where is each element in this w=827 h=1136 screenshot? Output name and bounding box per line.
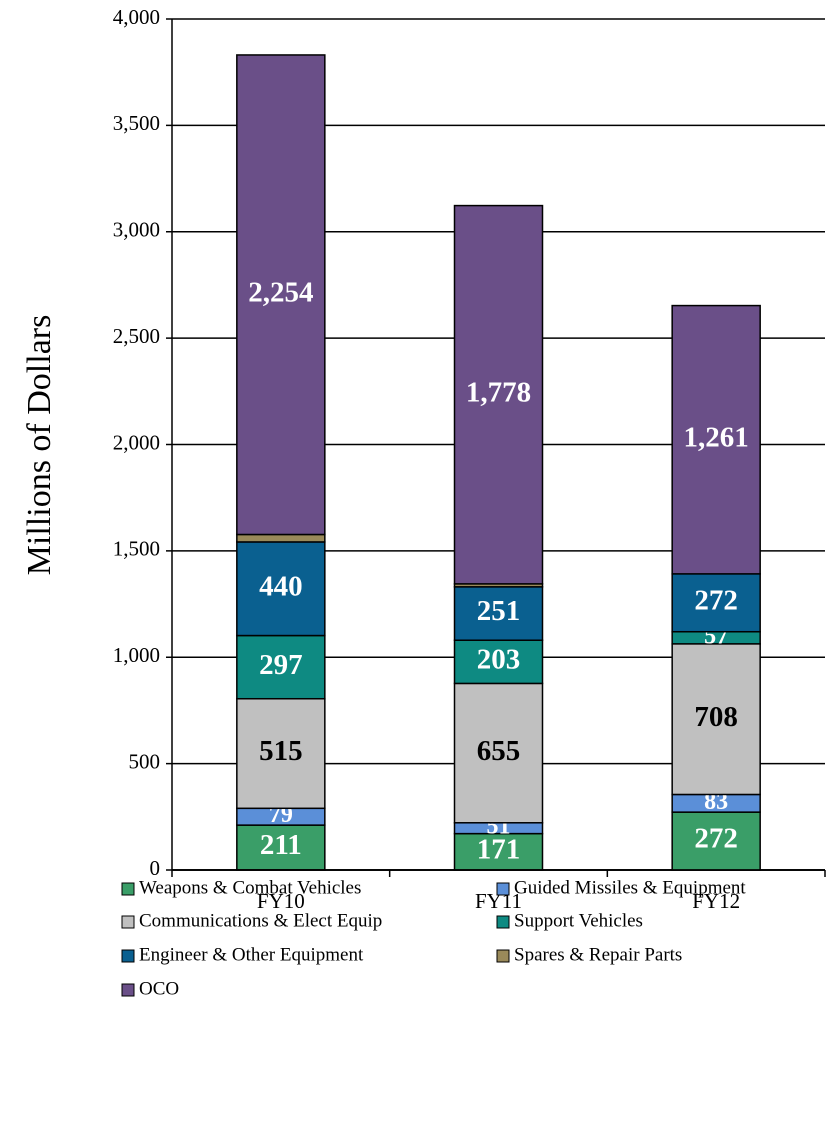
legend-swatch <box>121 983 135 997</box>
legend-swatch <box>496 949 510 963</box>
legend-swatch <box>496 882 510 896</box>
data-label: 708 <box>694 701 738 733</box>
legend-swatch <box>496 915 510 929</box>
bar-segment <box>236 54 326 536</box>
legend-label: Weapons & Combat Vehicles <box>139 877 361 898</box>
data-label: 211 <box>260 829 302 861</box>
bar-segment <box>236 634 326 700</box>
y-tick-label: 2,000 <box>113 430 160 454</box>
legend-swatch <box>121 949 135 963</box>
data-label: 251 <box>477 595 521 627</box>
data-label: 440 <box>259 570 303 602</box>
data-label: 655 <box>477 735 521 767</box>
y-tick-label: 1,000 <box>113 643 160 667</box>
data-label: 297 <box>259 649 303 681</box>
bar-segment <box>236 541 326 637</box>
data-label: 171 <box>477 833 521 865</box>
y-tick-label: 1,500 <box>113 537 160 561</box>
legend-label: Support Vehicles <box>514 910 643 931</box>
bar-segment <box>453 586 544 641</box>
y-tick-label: 0 <box>150 856 161 880</box>
data-label: 272 <box>694 584 738 616</box>
bar-segment <box>453 639 544 685</box>
y-axis-label: Millions of Dollars <box>21 315 58 576</box>
bar-segment <box>236 697 326 810</box>
legend-label: Communications & Elect Equip <box>139 910 382 931</box>
bar-segment <box>671 304 761 575</box>
x-tick-label: FY12 <box>692 889 740 913</box>
y-tick-label: 3,000 <box>113 218 160 242</box>
bar-segment <box>453 682 544 824</box>
data-label: 2,254 <box>248 276 313 308</box>
data-label: 515 <box>259 735 303 767</box>
bar-segment <box>671 643 761 796</box>
legend-label: OCO <box>139 978 179 999</box>
legend-swatch <box>121 915 135 929</box>
legend-label: Engineer & Other Equipment <box>139 944 364 965</box>
legend-swatch <box>121 882 135 896</box>
legend-label: Guided Missiles & Equipment <box>514 877 746 898</box>
data-label: 272 <box>694 823 738 855</box>
bar-segment <box>453 204 544 585</box>
y-tick-label: 4,000 <box>113 5 160 29</box>
legend-label: Spares & Repair Parts <box>514 944 682 965</box>
y-tick-label: 500 <box>129 749 161 773</box>
bar-segment <box>236 533 326 543</box>
x-tick-label: FY10 <box>257 889 305 913</box>
y-tick-label: 2,500 <box>113 324 160 348</box>
data-label: 1,261 <box>684 421 749 453</box>
data-label: 1,778 <box>466 376 531 408</box>
data-label: 203 <box>477 643 521 675</box>
y-tick-label: 3,500 <box>113 111 160 135</box>
